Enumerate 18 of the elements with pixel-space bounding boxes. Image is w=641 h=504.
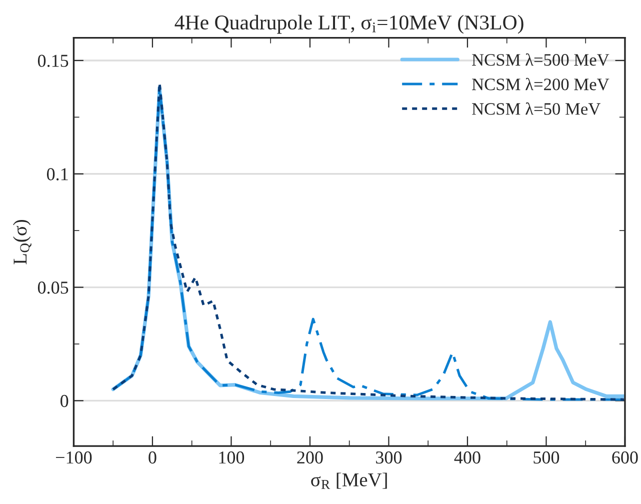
x-tick-label: 300 <box>376 451 402 464</box>
x-tick-label: 100 <box>219 451 244 464</box>
x-tick-label: 200 <box>297 451 323 464</box>
chart-title: 4He Quadrupole LIT, σ$_{i}$=10MeV (N3LO) <box>174 14 524 34</box>
x-tick-label: 600 <box>612 451 638 464</box>
x-tick-label: −100 <box>56 451 92 464</box>
legend-label: NCSM λ=200 MeV <box>472 78 610 90</box>
x-tick-label: 500 <box>534 451 560 464</box>
y-axis-title: L$_{Q}$(σ) <box>13 220 32 264</box>
y-tick-label: 0.05 <box>38 282 68 294</box>
legend-label: NCSM λ=50 MeV <box>472 102 600 115</box>
x-tick-label: 0 <box>148 451 156 464</box>
x-tick-label: 400 <box>454 451 480 464</box>
y-tick-label: 0.15 <box>38 54 68 67</box>
x-axis-title: σ$_{R}$ [MeV] <box>311 472 387 489</box>
y-tick-label: 0.1 <box>46 168 68 180</box>
y-tick-label: 0 <box>60 394 68 408</box>
legend-label: NCSM λ=500 MeV <box>472 53 610 66</box>
